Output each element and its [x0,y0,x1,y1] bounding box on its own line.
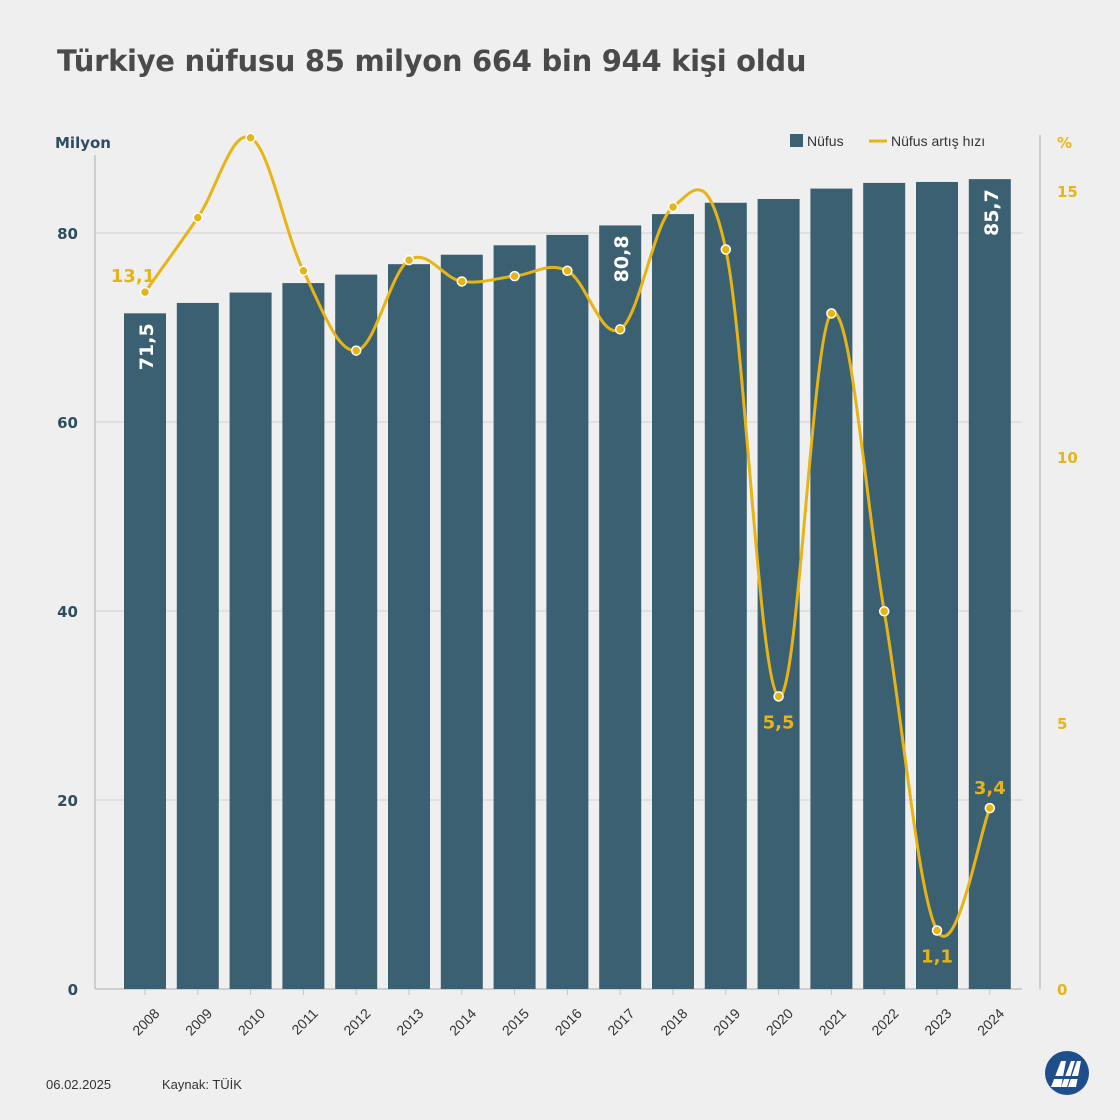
bar-2012 [335,274,378,990]
growth-rate-point-2016 [562,265,573,277]
bar-2010 [229,292,272,989]
left-tick-label: 60 [57,414,78,432]
growth-rate-point-2019 [720,244,732,255]
bar-2011 [282,283,325,990]
bar-value-label: 71,5 [136,323,158,370]
right-tick-label: 5 [1057,715,1067,733]
x-tick-label: 2017 [604,1005,637,1038]
x-tick-label: 2023 [921,1005,954,1038]
x-tick-label: 2010 [235,1005,268,1038]
line-value-label: 3,4 [974,778,1006,799]
x-tick-label: 2020 [763,1005,796,1038]
x-tick-label: 2024 [974,1005,1007,1038]
left-tick-label: 20 [57,792,78,810]
right-tick-label: 10 [1057,449,1078,467]
chart-title: Türkiye nüfusu 85 milyon 664 bin 944 kiş… [57,44,807,78]
growth-rate-point-2021 [826,308,837,319]
growth-rate-point-2022 [878,606,890,617]
growth-rate-point-2009 [192,212,204,223]
right-tick-label: 15 [1057,183,1078,201]
x-tick-label: 2009 [182,1005,215,1038]
bar-2021 [810,188,853,989]
bar-2014 [440,254,483,990]
line-value-label: 1,1 [921,946,953,967]
x-tick-label: 2015 [499,1005,532,1038]
bar-2008 [124,313,166,989]
bar-2023 [916,181,958,990]
x-tick-label: 2021 [816,1005,849,1038]
bar-value-label: 80,8 [611,235,633,282]
growth-rate-point-2023 [931,925,943,936]
bar-value-label: 85,7 [981,189,1003,236]
growth-rate-point-2015 [509,270,520,282]
bar-2013 [388,264,430,989]
legend-label-bar: Nüfus [807,133,844,149]
aa-logo-icon [1045,1051,1089,1095]
right-axis-label: % [1057,134,1072,152]
bar-2017 [599,225,642,989]
growth-rate-point-2011 [298,265,309,277]
bar-2022 [863,182,906,990]
growth-rate-point-2008 [139,286,151,298]
source-label: Kaynak: TÜİK [162,1077,242,1092]
line-value-label: 5,5 [763,712,795,733]
x-tick-label: 2016 [552,1005,585,1038]
x-tick-label: 2008 [129,1005,162,1038]
x-tick-label: 2014 [446,1005,479,1038]
bar-2016 [546,234,589,989]
x-tick-label: 2022 [868,1005,901,1038]
growth-rate-point-2020 [773,691,784,702]
legend-swatch-bar [790,134,803,147]
x-tick-label: 2011 [288,1005,321,1038]
growth-rate-point-2017 [614,324,626,335]
x-tick-label: 2013 [393,1005,426,1038]
x-tick-label: 2012 [340,1005,373,1038]
right-tick-label: 0 [1057,981,1067,999]
x-tick-label: 2019 [710,1005,743,1038]
bar-2009 [176,302,219,989]
chart-svg: 0 20 40 60 80 0 5 10 15 Milyon % Nüfus Nüfus artış h… [55,132,1078,1039]
bar-2019 [704,202,747,989]
bar-2024 [968,179,1011,989]
bar-2015 [493,245,536,989]
growth-rate-point-2024 [984,802,996,814]
growth-rate-point-2014 [456,276,468,287]
legend-label-line: Nüfus artış hızı [891,133,985,149]
left-tick-label: 0 [68,981,78,999]
growth-rate-point-2012 [350,345,362,356]
left-axis-label: Milyon [55,134,111,152]
x-tick-label: 2018 [657,1005,690,1038]
growth-rate-point-2010 [245,132,256,144]
growth-rate-point-2018 [667,201,679,213]
bar-2018 [652,214,694,990]
bar-2020 [757,198,800,990]
growth-rate-point-2013 [403,254,415,266]
publish-date: 06.02.2025 [46,1077,112,1092]
left-tick-label: 40 [57,603,78,621]
line-value-label: 13,1 [111,266,155,287]
left-tick-label: 80 [57,225,78,243]
